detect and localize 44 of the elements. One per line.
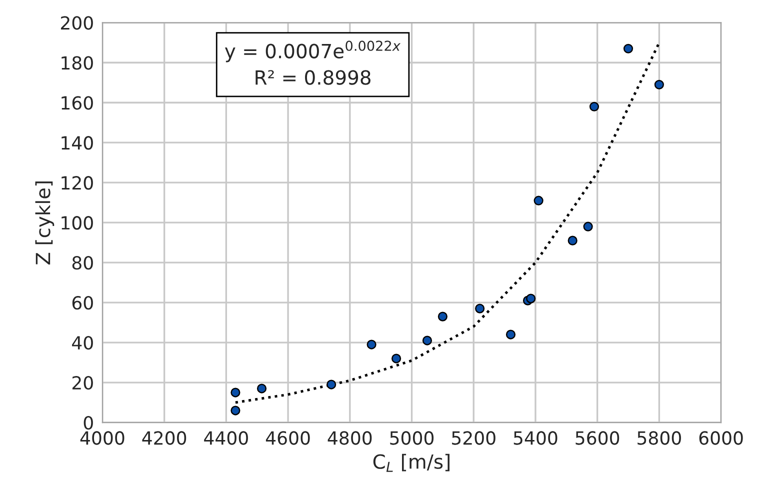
- point: [366, 340, 376, 350]
- y-tick-label: 100: [62, 216, 93, 230]
- point: [506, 330, 516, 340]
- point: [230, 406, 240, 416]
- x-tick-label: 5200: [452, 431, 496, 445]
- point: [230, 388, 240, 398]
- point: [534, 196, 544, 206]
- y-tick-label: 20: [72, 376, 93, 390]
- y-tick-label: 80: [72, 256, 93, 270]
- point: [623, 44, 634, 54]
- x-axis-title: C$_{L}$ [m/s]: [373, 454, 450, 472]
- x-tick-label: 6000: [699, 431, 743, 445]
- y-axis-title: Z [cykle]: [35, 182, 54, 264]
- point: [654, 80, 664, 90]
- point: [422, 336, 432, 346]
- point: [438, 312, 448, 322]
- point: [526, 294, 536, 304]
- point: [583, 222, 593, 232]
- point: [589, 102, 600, 112]
- y-tick-label: 60: [72, 296, 93, 310]
- x-tick-label: 4600: [266, 431, 310, 445]
- x-tick-label: 5600: [576, 431, 620, 445]
- y-tick-label: 120: [62, 176, 93, 190]
- x-tick-label: 4800: [328, 431, 372, 445]
- point: [475, 304, 485, 314]
- y-tick-label: 40: [72, 336, 93, 350]
- y-tick-label: 140: [62, 136, 93, 150]
- point: [392, 354, 402, 364]
- annotation: R² = 0.8998: [256, 70, 370, 85]
- x-tick-label: 5800: [638, 431, 681, 445]
- x-tick-label: 5000: [390, 431, 434, 445]
- point: [326, 380, 336, 390]
- annotation: y = 0.0007e$^{0.0022x}$: [224, 40, 401, 62]
- y-tick-label: 180: [62, 56, 93, 70]
- x-tick-label: 4400: [204, 431, 248, 445]
- y-tick-label: 200: [60, 16, 93, 30]
- x-tick-label: 5400: [514, 431, 558, 445]
- point: [256, 384, 267, 394]
- x-tick-label: 4000: [80, 431, 124, 445]
- y-tick-label: 160: [62, 96, 93, 110]
- line-series: [234, 41, 660, 404]
- y-tick-label: 0: [84, 416, 93, 430]
- point: [568, 236, 578, 246]
- x-tick-label: 4200: [142, 431, 186, 445]
